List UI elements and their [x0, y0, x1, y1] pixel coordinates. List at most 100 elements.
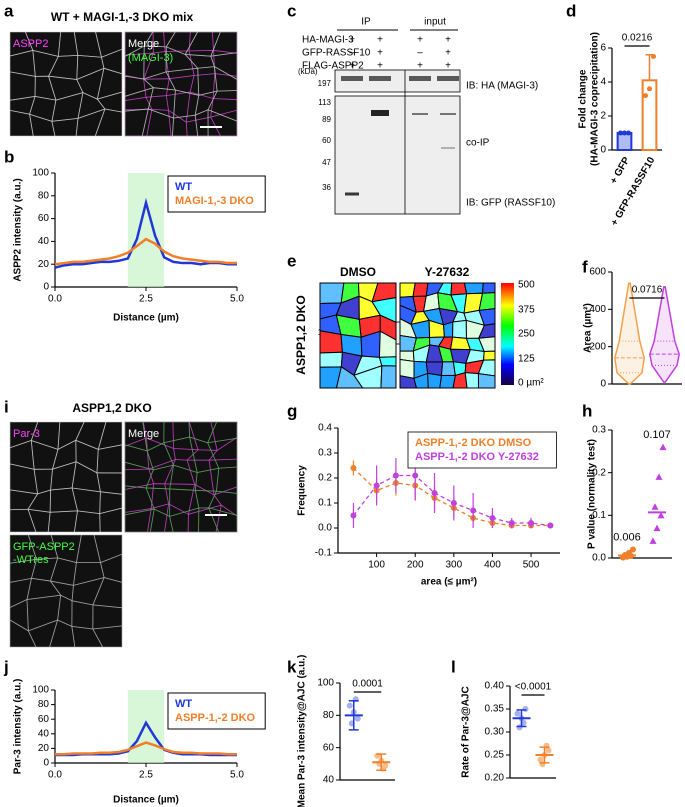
- band: [409, 76, 431, 81]
- label: +: [377, 35, 383, 46]
- point: [431, 490, 438, 496]
- cell: [477, 372, 496, 389]
- y-tick-label: 40: [38, 236, 50, 247]
- violin: [614, 282, 645, 385]
- label: +: [417, 35, 423, 46]
- cell: [483, 350, 496, 361]
- y-tick-label: 400: [589, 304, 606, 315]
- label: IP: [361, 17, 371, 28]
- y-tick-label: 0: [600, 379, 606, 390]
- legend-entry: ASPP-1,-2 DKO DMSO: [415, 437, 532, 449]
- label: GFP-ASPP2: [13, 541, 75, 553]
- point: [618, 130, 623, 136]
- x-tick-label: 400: [484, 560, 501, 571]
- label: +: [377, 61, 383, 72]
- x-tick-label: 2.5: [139, 294, 153, 305]
- y-tick-label: 0.3: [592, 425, 606, 436]
- panel-letter: f: [582, 257, 588, 276]
- median-label: 0.006: [613, 531, 641, 543]
- x-tick-label: 0.0: [48, 770, 62, 781]
- label: FLAG-ASPP2: [302, 61, 364, 72]
- y-tick-label: 0.40: [485, 681, 505, 692]
- point: [630, 546, 636, 553]
- y-tick-label: 60: [323, 742, 335, 753]
- y-tick-label: 0.2: [592, 467, 606, 478]
- y-axis-label: Par-3 intensity (a.u.): [13, 679, 24, 775]
- point: [643, 93, 648, 99]
- label: (kDa): [298, 67, 318, 76]
- y-axis-label: Frequency: [297, 465, 308, 516]
- label: +: [349, 61, 355, 72]
- blot: [334, 69, 461, 93]
- shaded-range: [127, 690, 165, 763]
- label: Merge: [128, 38, 159, 50]
- violin: [649, 286, 680, 383]
- y-tick-label: 2: [600, 111, 606, 122]
- point: [450, 500, 457, 506]
- micrograph: [125, 422, 237, 532]
- panel-letter: g: [287, 401, 297, 420]
- point: [522, 706, 529, 712]
- cell: [319, 282, 345, 304]
- label: 36: [322, 183, 331, 192]
- point: [647, 86, 652, 92]
- x-axis-label: Distance (µm): [113, 795, 179, 806]
- y-tick-label: 0.0: [318, 523, 332, 534]
- point: [657, 511, 665, 519]
- label: –: [417, 48, 423, 59]
- median-label: 0.107: [643, 429, 671, 441]
- label: +: [445, 35, 451, 46]
- x-tick-label: 5.0: [230, 294, 244, 305]
- cell: [463, 282, 484, 295]
- cell: [452, 319, 467, 339]
- point: [537, 756, 544, 763]
- y-tick-label: 80: [38, 190, 50, 201]
- point: [350, 465, 357, 471]
- y-tick-label: 60: [38, 213, 50, 224]
- label: +: [349, 35, 355, 46]
- x-tick-label: 2.5: [139, 770, 153, 781]
- legend-entry: ASPP-1,-2 DKO: [175, 712, 256, 724]
- label: 500: [518, 280, 535, 291]
- shaded-range: [127, 173, 165, 287]
- panel-letter: d: [566, 1, 576, 20]
- x-axis-label: area (≤ µm²): [421, 577, 477, 588]
- legend-box: [167, 175, 266, 213]
- label: (MAGI-3): [128, 52, 173, 64]
- cell: [450, 282, 468, 296]
- band: [369, 76, 391, 81]
- label: input: [424, 17, 446, 28]
- label: ASPP1,2 DKO: [294, 295, 308, 374]
- panel-letter: h: [582, 401, 592, 420]
- panel-letter: e: [287, 251, 296, 270]
- label: ASPP1,2 DKO: [72, 401, 151, 415]
- y-tick-label: 100: [32, 685, 49, 696]
- point: [354, 715, 361, 722]
- y-tick-label: 200: [589, 341, 606, 352]
- label: +: [445, 61, 451, 72]
- y-tick-label: 0.30: [485, 727, 505, 738]
- label: 113: [318, 98, 331, 107]
- y-tick-label: 20: [38, 259, 50, 270]
- point: [392, 472, 399, 479]
- y-tick-label: 0.25: [485, 750, 505, 761]
- cell: [378, 356, 397, 367]
- legend-entry: MAGI-1,-3 DKO: [175, 195, 254, 207]
- y-tick-label: 80: [323, 710, 335, 721]
- y-tick-label: 40: [323, 775, 335, 786]
- point: [350, 512, 357, 519]
- label: DMSO: [340, 265, 376, 279]
- band: [345, 192, 359, 196]
- cell: [481, 282, 496, 294]
- micrograph: [10, 422, 122, 532]
- label: –: [349, 48, 355, 59]
- y-tick-label: 600: [589, 267, 606, 278]
- x-tick-label: 5.0: [230, 770, 244, 781]
- panel-letter: i: [4, 397, 9, 416]
- y-tick-label: 0.0: [592, 553, 606, 564]
- x-tick-label: + GFP: [608, 155, 632, 186]
- label: Merge: [128, 428, 159, 440]
- label: 0 µm²: [518, 378, 544, 389]
- label: Y-27632: [425, 265, 470, 279]
- label: 47: [322, 158, 331, 167]
